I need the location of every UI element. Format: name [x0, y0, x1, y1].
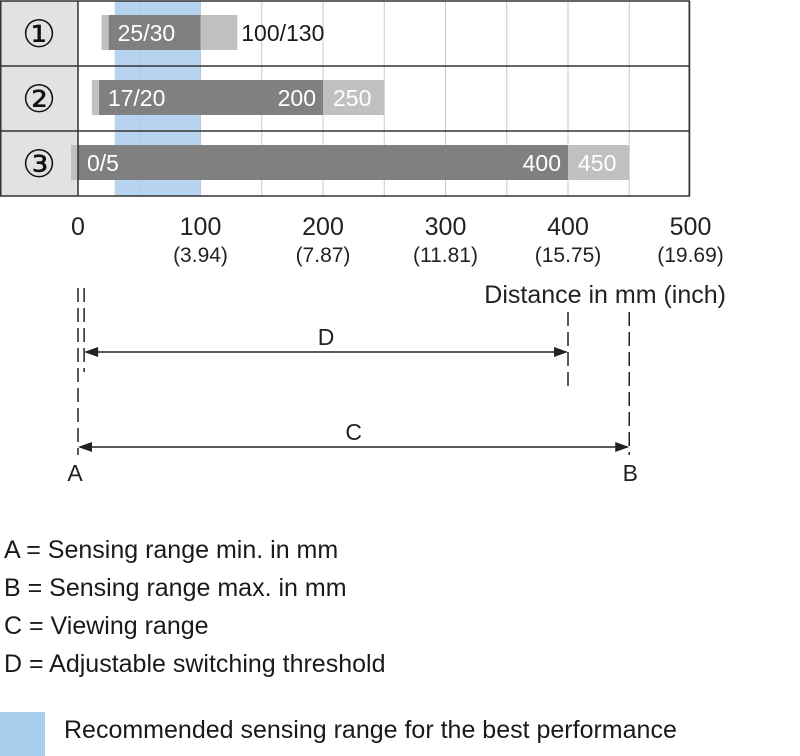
x-tick-sub-200: (7.87) [296, 244, 351, 267]
dimension-c-arrow-right [615, 442, 630, 452]
x-tick-sub-500: (19.69) [657, 244, 724, 267]
bar-min-label-2: 17/20 [108, 85, 166, 111]
bar-min-label-1: 25/30 [118, 20, 176, 46]
bar-max-extension-1 [200, 15, 238, 50]
legend-item-c: C = Viewing range [4, 612, 209, 640]
chart-border [0, 0, 690, 197]
x-tick-label-100: 100 [180, 213, 222, 241]
x-tick-sub-400: (15.75) [535, 244, 602, 267]
bar-threshold-3 [78, 145, 568, 180]
recommended-legend-text: Recommended sensing range for the best p… [64, 716, 677, 744]
dimension-lines: D C A B [67, 288, 638, 486]
bar-min-lead-3 [71, 145, 78, 180]
dimension-d-arrow-right [554, 347, 568, 357]
bar-min-label-3: 0/5 [87, 150, 119, 176]
x-tick-label-400: 400 [547, 213, 589, 241]
legend-item-a: A = Sensing range min. in mm [4, 536, 339, 564]
bar-min-lead-1 [101, 15, 109, 50]
x-tick-label-500: 500 [670, 213, 712, 241]
x-tick-sub-100: (3.94) [173, 244, 228, 267]
row-header-column [0, 1, 78, 196]
dimension-d-arrow-left [84, 347, 99, 357]
x-tick-sub-300: (11.81) [413, 244, 478, 267]
bar-min-lead-2 [91, 80, 99, 115]
row-number-1: ① [22, 12, 56, 56]
bar-threshold-1 [108, 15, 201, 50]
point-a-label: A [67, 460, 83, 486]
bar-threshold-label-3: 400 [523, 150, 561, 176]
x-axis-ticks: 0 100 (3.94) 200 (7.87) 300 (11.81) 400 (15.75) 5… [71, 213, 724, 267]
bar-max-extension-2 [323, 80, 385, 115]
dimension-d-label: D [318, 324, 335, 350]
x-tick-label-300: 300 [425, 213, 467, 241]
sensing-range-chart: ① ② ③ 25/30 100/130 17/20 200 250 0/5 400 450 0 10… [0, 0, 726, 486]
bar-threshold-label-2: 200 [278, 85, 316, 111]
bar-max-label-1: 100/130 [241, 20, 324, 46]
bar-max-label-2: 250 [333, 85, 371, 111]
row-headers: ① ② ③ [0, 1, 78, 196]
recommended-swatch [0, 712, 45, 756]
range-bars: 25/30 100/130 17/20 200 250 0/5 400 450 [71, 15, 630, 180]
row-number-3: ③ [22, 142, 56, 186]
dimension-c-label: C [345, 419, 362, 445]
row-number-2: ② [22, 77, 56, 121]
point-b-label: B [623, 460, 638, 486]
x-tick-label-200: 200 [302, 213, 344, 241]
chart-frame [0, 0, 690, 197]
bar-max-extension-3 [568, 145, 630, 180]
x-tick-label-0: 0 [71, 213, 85, 241]
bar-threshold-2 [98, 80, 323, 115]
legend-item-d: D = Adjustable switching threshold [4, 650, 386, 678]
x-axis-label: Distance in mm (inch) [484, 281, 726, 309]
legend-item-b: B = Sensing range max. in mm [4, 574, 347, 602]
dimension-c-arrow-left [78, 442, 92, 452]
bar-max-label-3: 450 [578, 150, 616, 176]
